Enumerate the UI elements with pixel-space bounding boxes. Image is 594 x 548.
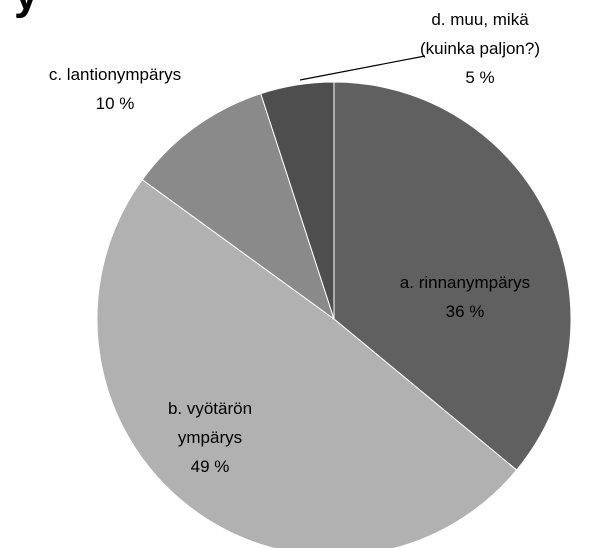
pie-slice [141,92,335,321]
slice-label: d. muu, mikä (kuinka paljon?) 5 % [405,5,555,92]
slice-name: d. muu, mikä (kuinka paljon?) [419,10,540,58]
slice-label: a. rinnanympärys 36 % [380,268,550,326]
chart-title: y [14,0,38,20]
slice-value: 5 % [465,68,495,87]
pie-slice [96,178,518,548]
slice-label: c. lantionympärys 10 % [25,60,205,118]
slice-name: b. vyötärön ympärys [167,399,253,447]
slice-label: b. vyötärön ympärys 49 % [155,394,265,481]
pie-slice [260,81,335,320]
slice-value: 36 % [445,302,485,321]
slice-name: c. lantionympärys [48,65,182,84]
slice-value: 10 % [95,94,135,113]
slice-value: 49 % [190,457,230,476]
pie-slice [333,81,572,471]
slice-name: a. rinnanympärys [399,273,531,292]
leader-line [299,55,426,81]
